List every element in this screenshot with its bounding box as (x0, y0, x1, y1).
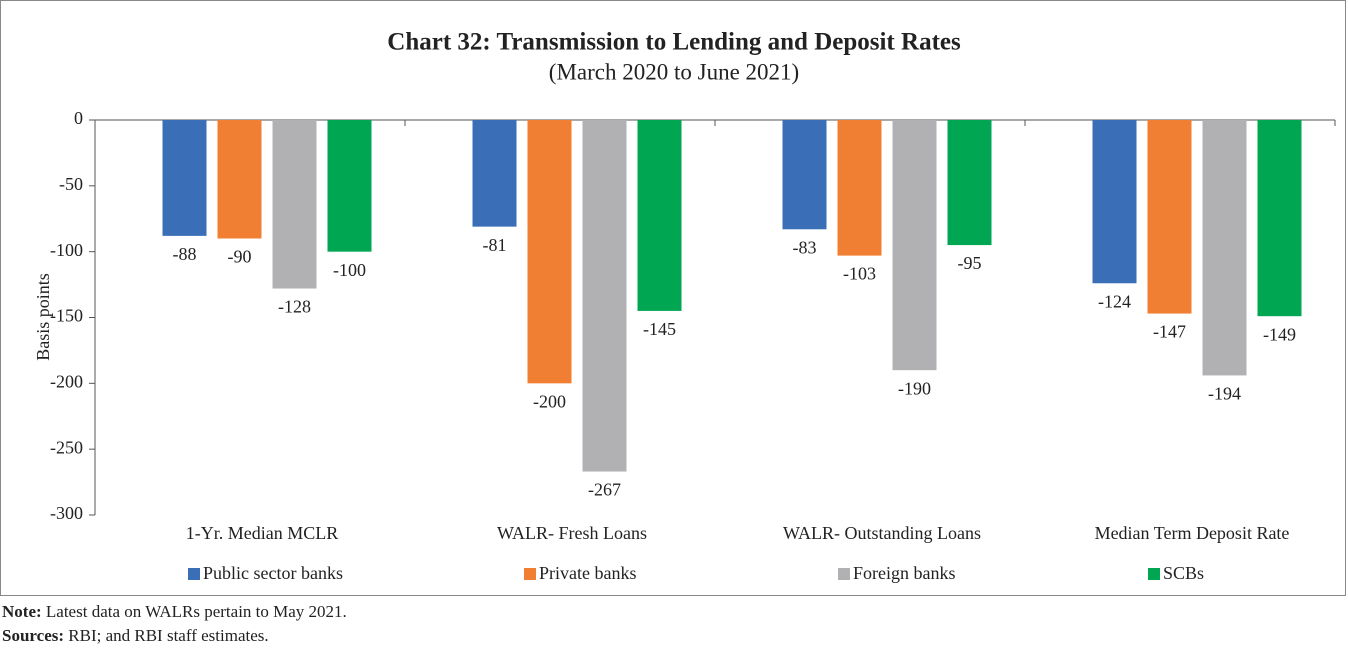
y-tick-label: -200 (50, 371, 83, 391)
data-label: -103 (843, 264, 876, 284)
bar (472, 120, 517, 227)
data-label: -267 (588, 480, 621, 500)
data-label: -100 (333, 260, 366, 280)
data-label: -95 (958, 253, 982, 273)
bar (947, 120, 992, 246)
bar (782, 120, 827, 230)
note-text: Latest data on WALRs pertain to May 2021… (45, 602, 347, 621)
sources: Sources: RBI; and RBI staff estimates. (2, 626, 269, 646)
bar (837, 120, 882, 256)
data-label: -147 (1153, 322, 1186, 342)
bar (1202, 120, 1247, 376)
legend-label: Foreign banks (853, 563, 956, 583)
bar (1257, 120, 1302, 317)
data-label: -200 (533, 391, 566, 411)
legend-label: SCBs (1163, 563, 1204, 583)
bar (637, 120, 682, 311)
legend-label: Public sector banks (203, 563, 343, 583)
y-tick-label: -300 (50, 503, 83, 523)
bar (327, 120, 372, 252)
data-label: -194 (1208, 384, 1241, 404)
data-label: -81 (483, 235, 507, 255)
note-label: Note: (2, 602, 42, 621)
bar (217, 120, 262, 239)
data-label: -145 (643, 319, 676, 339)
note: Note: Latest data on WALRs pertain to Ma… (2, 602, 347, 622)
data-label: -149 (1263, 324, 1296, 344)
legend-swatch (188, 568, 200, 580)
y-tick-label: -150 (50, 306, 83, 326)
bar (1147, 120, 1192, 314)
x-tick-label: 1-Yr. Median MCLR (186, 523, 339, 543)
data-label: -190 (898, 378, 931, 398)
x-tick-label: Median Term Deposit Rate (1095, 523, 1290, 543)
chart-title: Chart 32: Transmission to Lending and De… (387, 29, 961, 56)
legend-swatch (524, 568, 536, 580)
data-label: -83 (793, 237, 817, 257)
data-label: -128 (278, 297, 311, 317)
y-tick-label: -100 (50, 240, 83, 260)
chart-subtitle: (March 2020 to June 2021) (549, 59, 799, 84)
bar (1092, 120, 1137, 284)
sources-label: Sources: (2, 626, 65, 645)
chart-frame (0, 0, 1346, 596)
chart: Chart 32: Transmission to Lending and De… (33, 29, 1336, 583)
x-tick-label: WALR- Fresh Loans (497, 523, 647, 543)
y-tick-label: -50 (59, 174, 83, 194)
legend-swatch (1148, 568, 1160, 580)
bar (162, 120, 207, 236)
data-label: -88 (173, 244, 197, 264)
sources-text: RBI; and RBI staff estimates. (68, 626, 269, 645)
bar (582, 120, 627, 472)
x-tick-label: WALR- Outstanding Loans (783, 523, 981, 543)
bar (272, 120, 317, 289)
y-axis-label: Basis points (33, 273, 53, 361)
bar (892, 120, 937, 371)
data-label: -90 (228, 247, 252, 267)
bar (527, 120, 572, 384)
y-tick-label: 0 (74, 108, 83, 128)
y-tick-label: -250 (50, 437, 83, 457)
legend-swatch (838, 568, 850, 580)
legend-label: Private banks (539, 563, 636, 583)
data-label: -124 (1098, 291, 1131, 311)
